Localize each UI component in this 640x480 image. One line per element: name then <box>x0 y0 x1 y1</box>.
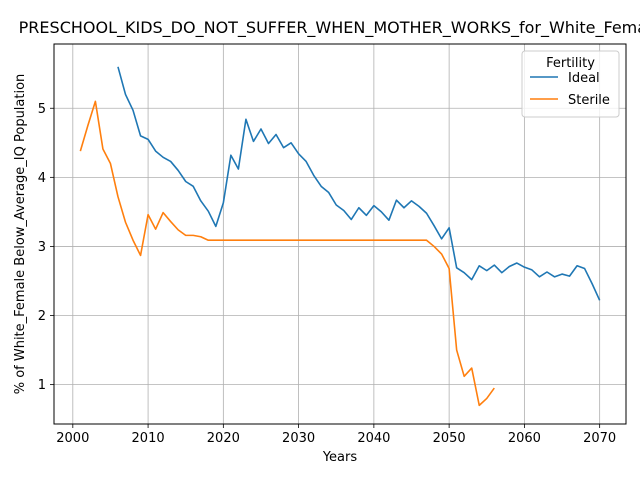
y-tick-label: 2 <box>38 309 46 324</box>
legend-title: Fertility <box>546 56 595 71</box>
series-lines <box>79 66 601 407</box>
x-tick-label: 2070 <box>583 431 616 446</box>
x-axis-label: Years <box>322 450 358 465</box>
y-axis-label: % of White_Female Below_Average_IQ Popul… <box>13 74 28 395</box>
x-tick-label: 2050 <box>433 431 466 446</box>
legend-items: Ideal Sterile <box>530 71 610 108</box>
y-tick-label: 1 <box>38 378 46 393</box>
series-line-ideal <box>117 66 601 301</box>
x-tick-label: 2030 <box>282 431 315 446</box>
y-tick-label: 4 <box>38 171 46 186</box>
x-tick-label: 2040 <box>357 431 390 446</box>
x-tick-label: 2000 <box>56 431 89 446</box>
x-tick-label: 2060 <box>508 431 541 446</box>
y-tick-label: 5 <box>38 102 46 117</box>
x-tick-label: 2020 <box>207 431 240 446</box>
legend: Fertility Ideal Sterile <box>521 50 620 118</box>
y-tick-label: 3 <box>38 240 46 255</box>
plot-area-frame <box>53 43 627 425</box>
y-axis-ticks: 1 2 3 4 5 <box>38 102 54 393</box>
series-line-sterile <box>79 100 495 407</box>
x-axis-ticks: 2000 2010 2020 2030 2040 2050 2060 2070 <box>56 424 616 446</box>
legend-box <box>521 50 620 118</box>
legend-label-ideal: Ideal <box>568 71 600 86</box>
x-tick-label: 2010 <box>132 431 165 446</box>
legend-label-sterile: Sterile <box>568 93 610 108</box>
chart-title: PRESCHOOL_KIDS_DO_NOT_SUFFER_WHEN_MOTHER… <box>19 18 640 38</box>
